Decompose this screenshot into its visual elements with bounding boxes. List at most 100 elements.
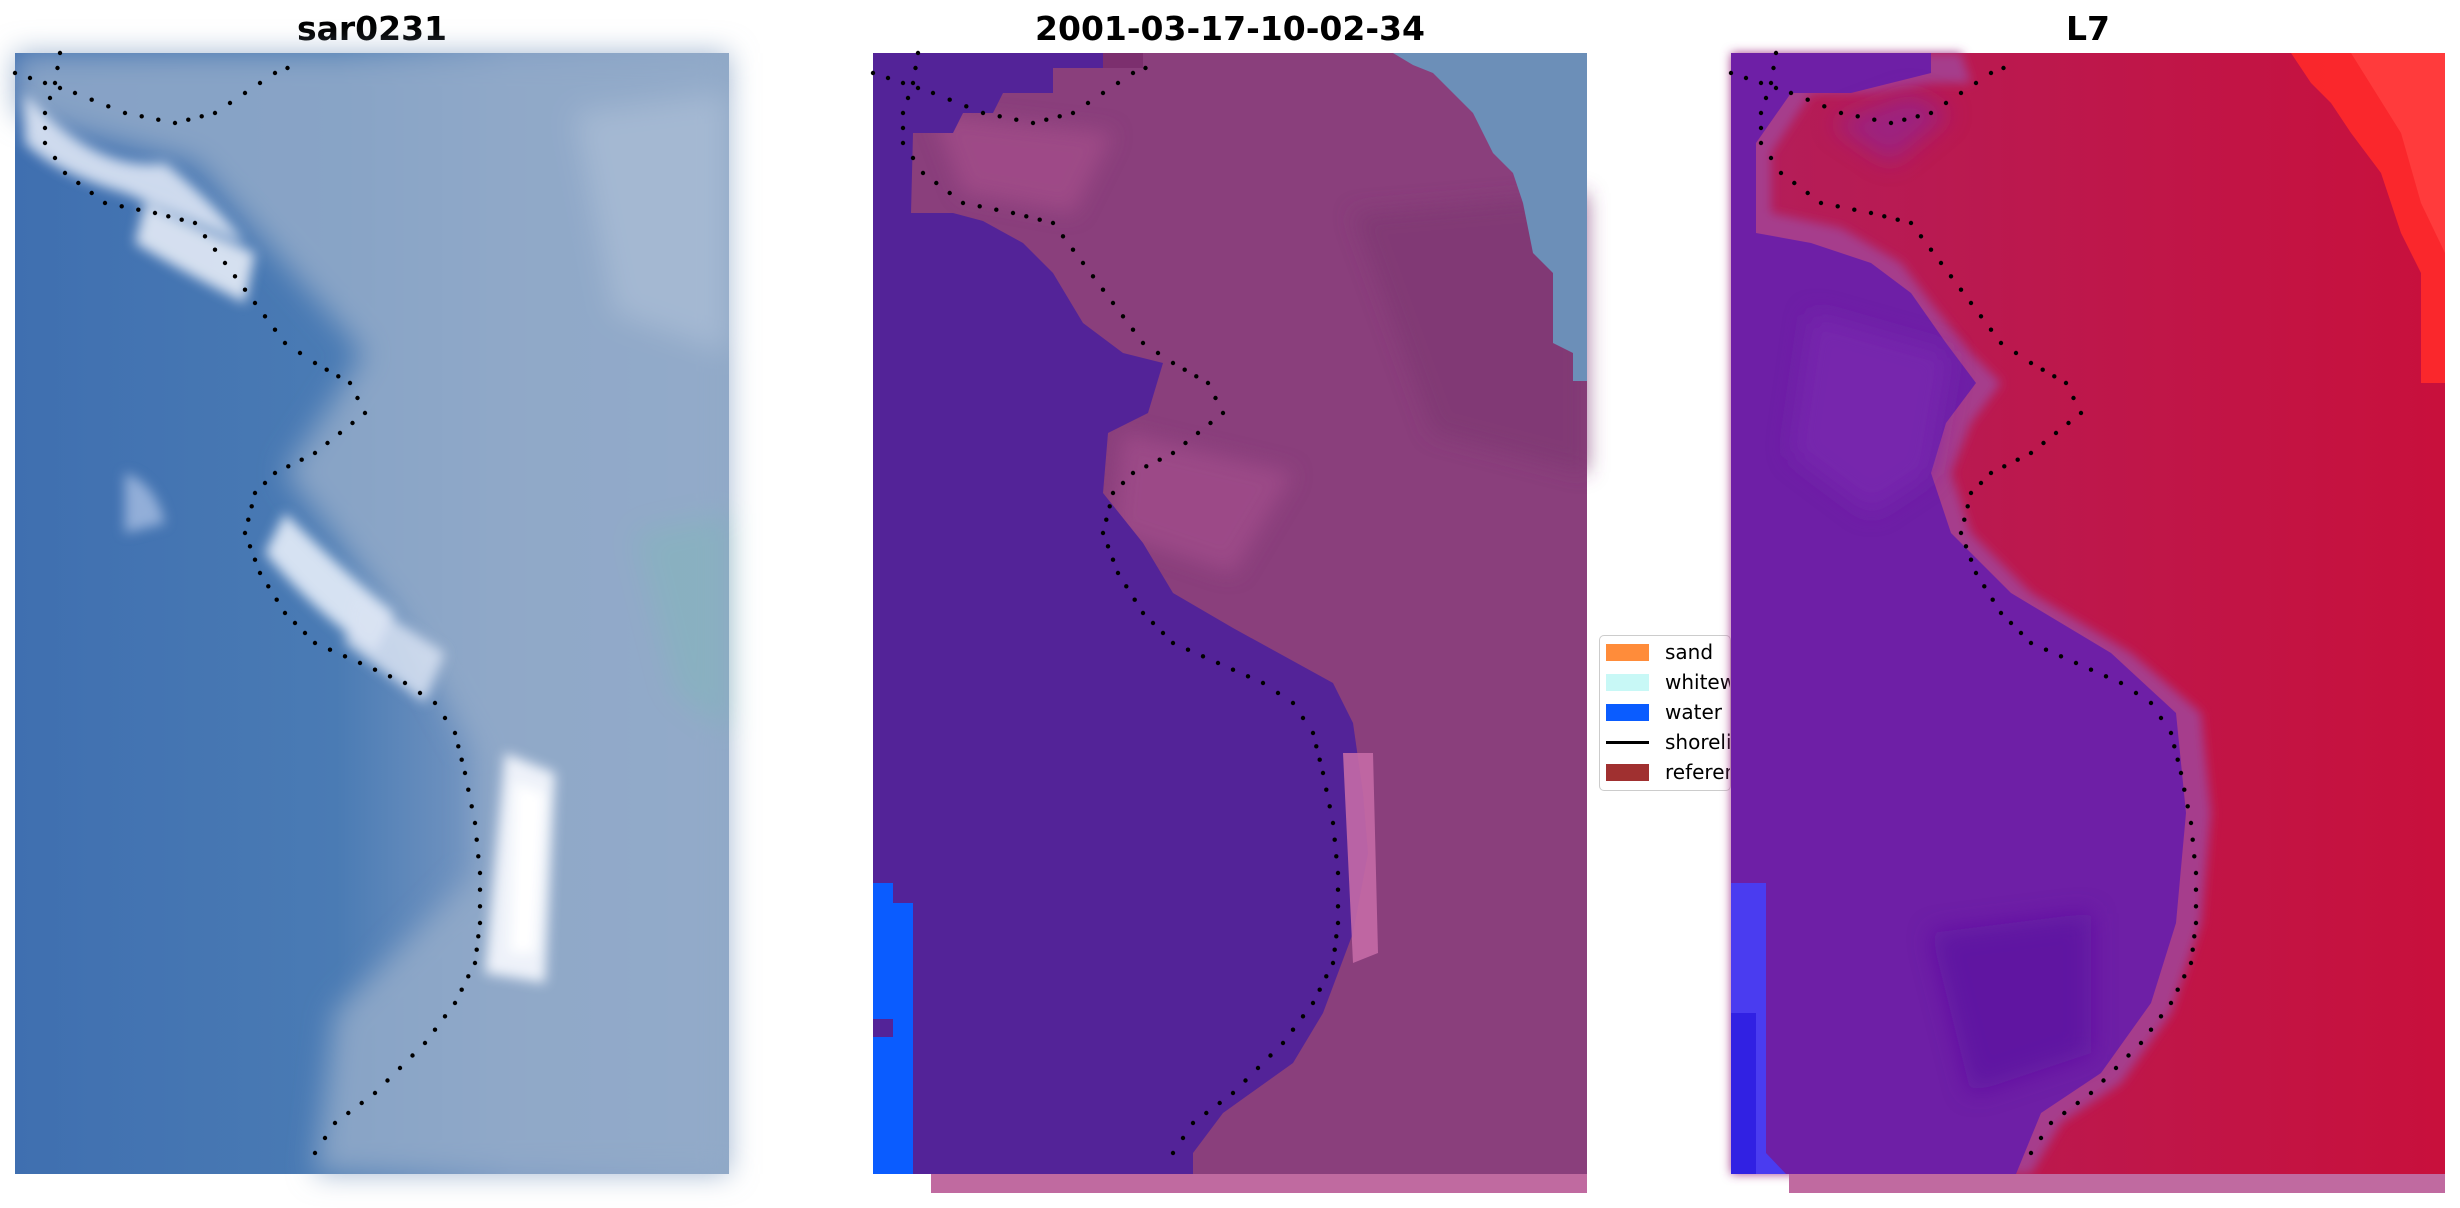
shoreline-dot (286, 464, 291, 469)
shoreline-dot (1928, 247, 1934, 252)
shoreline-dot (422, 1040, 428, 1046)
shoreline-dot (62, 170, 68, 176)
shoreline-dot (1335, 887, 1341, 892)
shoreline-dot (1080, 260, 1086, 266)
shoreline-dot (469, 804, 474, 809)
classified-water-region (873, 53, 1368, 1174)
shoreline-dot (2192, 854, 2197, 859)
shoreline-dot (2182, 974, 2187, 979)
legend-entry-water: water (1606, 698, 1730, 726)
shoreline-dot (2088, 667, 2094, 672)
shoreline-dot (930, 90, 936, 96)
shoreline-dot (432, 700, 438, 706)
shoreline-dot (1085, 100, 1091, 106)
shoreline-dot (2013, 350, 2019, 356)
shoreline-dot (272, 327, 278, 332)
shoreline-dot (452, 1000, 458, 1006)
shoreline-dot (1182, 367, 1187, 372)
shoreline-dot (222, 260, 228, 266)
shoreline-dot (2182, 787, 2187, 792)
shoreline-dot (1107, 504, 1112, 509)
shoreline-dot (915, 50, 921, 56)
shoreline-dot (2175, 757, 2180, 762)
shoreline-dot (1324, 787, 1329, 792)
shoreline-dot (272, 70, 278, 76)
shoreline-dot (1915, 114, 1920, 119)
shoreline-dot (1255, 1065, 1261, 1071)
shoreline-dot (1855, 114, 1860, 119)
shoreline-dot (2028, 1150, 2034, 1156)
shoreline-dot (1115, 570, 1121, 576)
shoreline-dot (1743, 75, 1749, 81)
shoreline-dot (442, 1014, 448, 1019)
shoreline-dot (1215, 660, 1221, 666)
shoreline-dot (915, 85, 921, 91)
shoreline-dot (964, 104, 969, 109)
shoreline-dot (42, 140, 48, 146)
shoreline-dot (1335, 920, 1341, 926)
shoreline-dot (302, 630, 308, 636)
shoreline-dot (870, 70, 876, 76)
shoreline-dot (1057, 114, 1062, 119)
shoreline-dot (252, 490, 258, 496)
legend-label-reference: reference (1665, 760, 1730, 784)
shoreline-dot (1330, 820, 1336, 826)
shoreline-dot (1245, 674, 1251, 679)
shoreline-dot (297, 350, 303, 356)
shoreline-dot (72, 90, 78, 96)
shoreline-dot (1024, 214, 1029, 219)
shoreline-dot (57, 85, 63, 91)
shoreline-dot (1183, 440, 1188, 446)
shoreline-dot (1928, 110, 1934, 116)
shoreline-dot (257, 570, 263, 576)
shoreline-dot (2008, 620, 2014, 626)
legend-label-sand: sand (1665, 640, 1714, 664)
shoreline-dot (1768, 155, 1774, 161)
shoreline-dot (1958, 530, 1964, 536)
shoreline-dot (27, 75, 33, 81)
shoreline-dot (232, 274, 238, 279)
shoreline-dot (1160, 630, 1166, 636)
shoreline-dot (1758, 140, 1764, 146)
shoreline-dot (1195, 430, 1201, 436)
shoreline-dot (1300, 1014, 1306, 1019)
shoreline-dot (1030, 120, 1036, 126)
shoreline-dot (227, 100, 233, 106)
shoreline-dot (459, 757, 464, 762)
bottom-reference-strip (1789, 1174, 2445, 1193)
shoreline-dot (274, 597, 279, 602)
shoreline-dot (2193, 904, 2199, 909)
shoreline-dot (2001, 65, 2006, 71)
shoreline-dot (934, 180, 939, 186)
shoreline-dot (1213, 395, 1218, 401)
shoreline-dot (1728, 70, 1734, 76)
shoreline-dot (1332, 947, 1337, 952)
shoreline-dot (980, 110, 986, 116)
shoreline-dot (2133, 690, 2139, 696)
shoreline-dot (947, 97, 952, 102)
shoreline-dot (997, 114, 1002, 119)
shoreline-dot (1852, 207, 1857, 212)
shoreline-dot (1155, 350, 1161, 356)
shoreline-dot (1115, 80, 1121, 86)
shoreline-dot (1157, 457, 1162, 462)
shoreline-dot (947, 190, 952, 196)
shoreline-dot (1968, 490, 1974, 496)
shoreline-dot (1773, 85, 1779, 91)
shoreline-dot (1938, 260, 1944, 266)
shoreline-dot (2053, 430, 2059, 436)
shoreline-dot (1132, 597, 1137, 602)
shoreline-dot (282, 340, 288, 346)
shoreline-dot (2073, 660, 2079, 666)
shoreline-dot (1243, 1078, 1248, 1083)
shoreline-dot (476, 934, 481, 939)
shoreline-dot (1317, 987, 1322, 992)
shoreline-dot (242, 90, 248, 96)
shoreline-dot (466, 974, 471, 979)
shoreline-dot (192, 220, 198, 226)
shoreline-dot (272, 470, 278, 476)
shoreline-dot (325, 440, 330, 446)
shoreline-dot (2040, 367, 2045, 372)
legend-swatch-water (1606, 703, 1649, 721)
